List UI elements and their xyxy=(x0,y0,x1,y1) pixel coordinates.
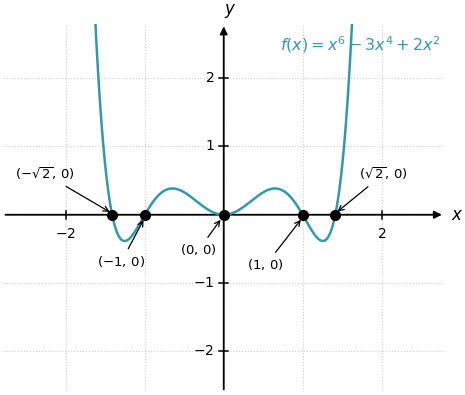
Text: $2$: $2$ xyxy=(377,227,386,241)
Text: $2$: $2$ xyxy=(205,71,214,85)
Text: $(-\sqrt{2},\, 0)$: $(-\sqrt{2},\, 0)$ xyxy=(14,166,108,211)
Text: $(-1,\, 0)$: $(-1,\, 0)$ xyxy=(98,221,146,269)
Text: $1$: $1$ xyxy=(205,139,214,154)
Text: $-2$: $-2$ xyxy=(193,344,214,358)
Text: $f(x) = x^6 - 3x^4 + 2x^2$: $f(x) = x^6 - 3x^4 + 2x^2$ xyxy=(279,35,440,55)
Text: $y$: $y$ xyxy=(224,2,236,20)
Text: $(1,\, 0)$: $(1,\, 0)$ xyxy=(247,221,300,272)
Text: $-1$: $-1$ xyxy=(193,276,214,290)
Text: $(0,\, 0)$: $(0,\, 0)$ xyxy=(180,221,219,257)
Text: $x$: $x$ xyxy=(451,206,464,224)
Text: $(\sqrt{2},\, 0)$: $(\sqrt{2},\, 0)$ xyxy=(339,166,408,211)
Text: $-2$: $-2$ xyxy=(55,227,76,241)
